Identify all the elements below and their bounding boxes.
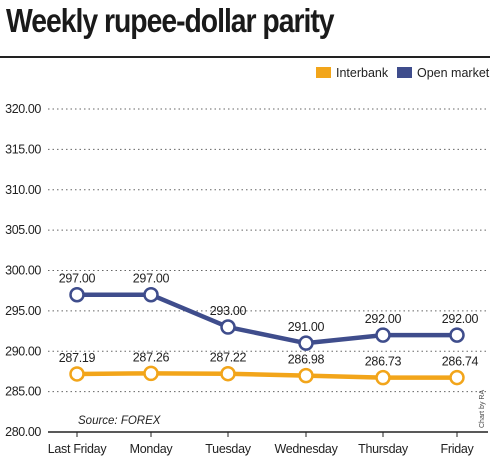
data-label: 287.19 xyxy=(59,351,96,365)
data-point xyxy=(375,327,391,343)
legend-label-open-market: Open market xyxy=(417,66,490,80)
data-label: 297.00 xyxy=(59,272,96,286)
y-tick-label: 315.00 xyxy=(5,142,41,156)
data-label: 292.00 xyxy=(365,312,402,326)
x-tick-label: Wednesday xyxy=(274,442,338,456)
y-tick-label: 295.00 xyxy=(5,304,41,318)
y-axis-ticks: 280.00 285.00 290.00 295.00 300.00 305.00 310.… xyxy=(5,102,42,439)
data-point xyxy=(220,319,236,335)
y-tick-label: 320.00 xyxy=(5,102,41,116)
data-point xyxy=(298,367,314,384)
data-label: 286.98 xyxy=(288,353,325,367)
legend-swatch-interbank xyxy=(316,67,331,78)
x-tick-label: Last Friday xyxy=(48,442,108,456)
y-tick-label: 290.00 xyxy=(5,344,41,358)
x-tick-label: Thursday xyxy=(358,442,409,456)
y-tick-label: 285.00 xyxy=(5,385,41,399)
chart-credit: Chart by RA xyxy=(479,390,486,428)
data-label: 291.00 xyxy=(288,320,325,334)
data-point xyxy=(375,369,391,386)
data-label: 286.74 xyxy=(442,355,479,369)
x-axis-ticks: Last Friday Monday Tuesday Wednesday Thursda… xyxy=(48,432,475,456)
y-tick-label: 310.00 xyxy=(5,183,41,197)
data-label: 287.22 xyxy=(210,351,247,365)
x-tick-label: Friday xyxy=(441,442,475,456)
y-tick-label: 300.00 xyxy=(5,264,41,278)
source-note: Source: FOREX xyxy=(78,415,162,427)
gridlines xyxy=(48,108,488,393)
x-tick-label: Tuesday xyxy=(205,442,251,456)
data-label: 292.00 xyxy=(442,312,479,326)
data-point xyxy=(143,365,159,382)
data-label: 286.73 xyxy=(365,355,402,369)
data-point xyxy=(449,369,465,386)
y-tick-label: 280.00 xyxy=(5,425,41,439)
series-line-open-market xyxy=(77,292,457,346)
series-lines xyxy=(69,286,465,386)
y-tick-label: 305.00 xyxy=(5,223,41,237)
data-point xyxy=(143,286,159,303)
data-label: 293.00 xyxy=(210,304,247,318)
legend-label-interbank: Interbank xyxy=(336,66,389,80)
data-label: 287.26 xyxy=(133,350,170,364)
data-label: 297.00 xyxy=(133,272,170,286)
x-tick-label: Monday xyxy=(130,442,174,456)
chart-title: Weekly rupee-dollar parity xyxy=(6,2,335,39)
data-point xyxy=(298,335,314,351)
data-point xyxy=(69,366,85,382)
data-point xyxy=(69,286,85,303)
title-divider xyxy=(0,56,490,58)
legend-swatch-open-market xyxy=(397,67,412,78)
data-point xyxy=(220,365,236,382)
data-point xyxy=(449,327,465,343)
legend: Interbank Open market xyxy=(316,66,490,80)
data-labels: 287.19 287.26 287.22 286.98 286.73 286.74 297.… xyxy=(59,272,479,369)
series-line-interbank xyxy=(76,371,458,380)
